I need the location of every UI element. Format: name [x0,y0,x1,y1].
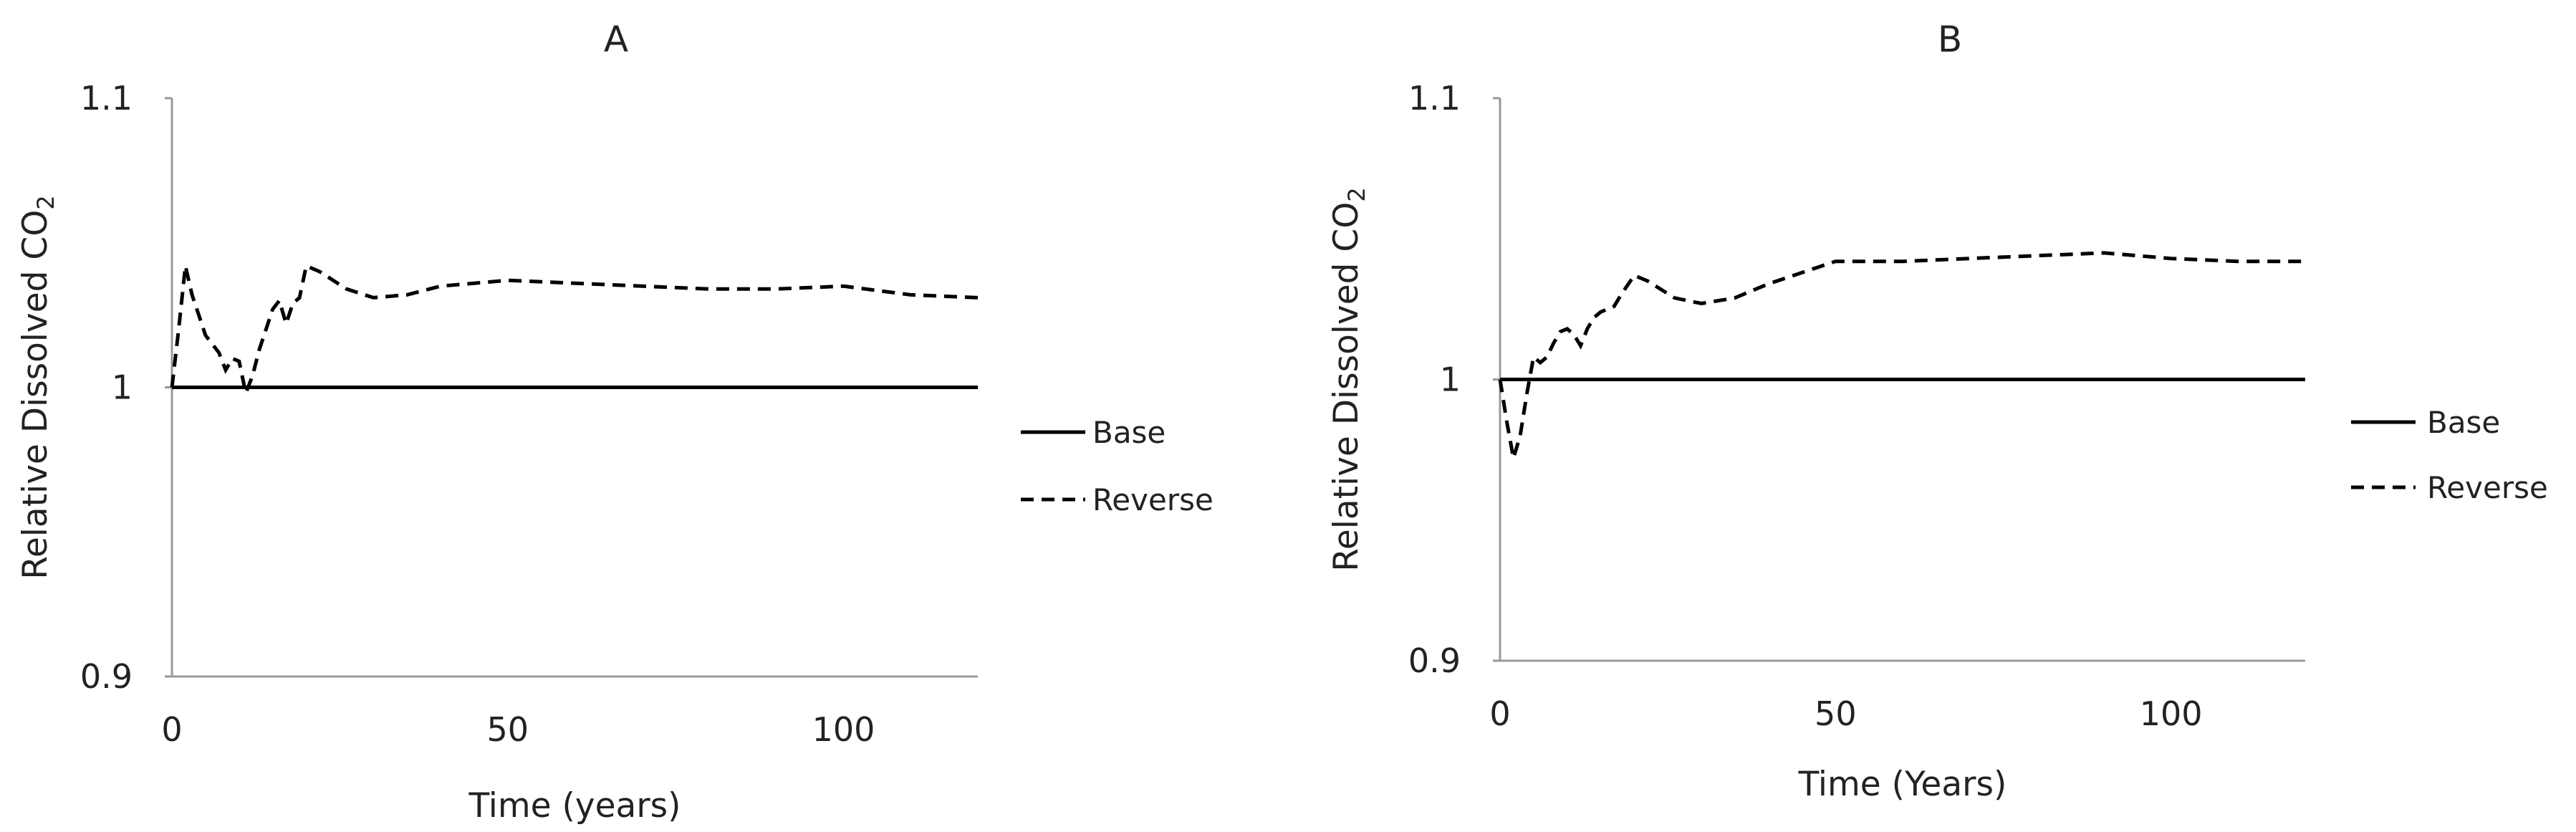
panel-b-legend-base-label: Base [2427,405,2500,440]
panel-b-series-reverse-line [1498,251,2305,459]
panel-a-x-tick-label: 100 [812,710,875,749]
panel-b-title: B [1938,19,1962,60]
panel-b-legend-reverse-label: Reverse [2427,470,2548,505]
panel-a-series-reverse-line [170,263,979,400]
panel-a-legend-base-label: Base [1092,415,1166,450]
panel-a-title: A [604,19,628,60]
panel-b-y-axis-title: Relative Dissolved CO2 [1327,187,1370,571]
panel-a-y-axis-title: Relative Dissolved CO2 [16,195,59,579]
panel-a-y-tick-label: 0.9 [80,657,133,696]
panel-a: A 0.9 1 1.1 0 50 100 Time (years) Relative Disso… [16,19,1213,826]
panel-a-x-tick-label: 50 [486,710,529,749]
panel-b-x-tick-label: 0 [1489,694,1510,733]
panel-b: B 0.9 1 1.1 0 50 100 Time (Years) Relative Disso… [1327,19,2548,804]
panel-a-y-tick-label: 1.1 [80,79,133,118]
panel-b-x-tick-label: 50 [1815,694,1857,733]
panel-b-y-tick-label: 1.1 [1408,79,1461,118]
panel-b-y-tick-label: 0.9 [1408,641,1461,680]
panel-a-y-tick-label: 1 [112,368,133,407]
panel-b-x-tick-label: 100 [2140,694,2203,733]
panel-b-x-axis-title: Time (Years) [1798,765,2007,804]
panel-a-x-axis-title: Time (years) [468,786,681,826]
panel-b-y-tick-label: 1 [1440,360,1461,399]
panel-a-legend-reverse-label: Reverse [1092,482,1213,517]
panel-a-x-tick-label: 0 [161,710,182,749]
